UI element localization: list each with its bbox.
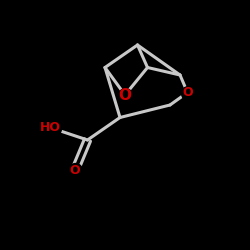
Text: O: O — [70, 164, 80, 176]
Text: O: O — [118, 88, 132, 102]
Text: O: O — [182, 86, 193, 99]
Text: HO: HO — [40, 121, 60, 134]
